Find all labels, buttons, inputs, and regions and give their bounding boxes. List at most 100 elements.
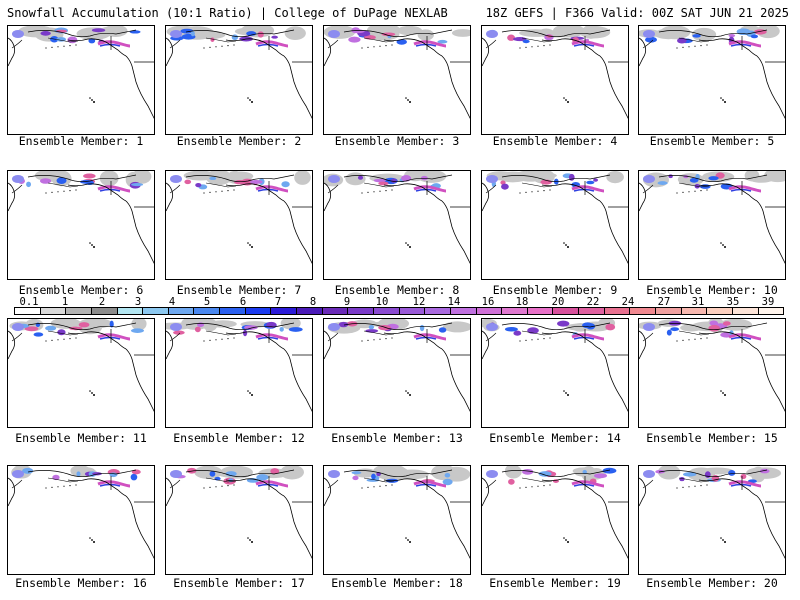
member-map [166,466,312,559]
colorbar-tick: 2 [98,296,106,308]
member-map [482,466,628,559]
colorbar-swatch [604,308,631,314]
member-label: Ensemble Member: 20 [646,576,778,590]
chart-title: Snowfall Accumulation (10:1 Ratio) | Col… [7,6,448,20]
member-map [8,26,154,119]
colorbar-tick: 6 [239,296,247,308]
member-panel [323,465,471,575]
member-panel [165,25,313,135]
colorbar-tick: 9 [343,296,351,308]
colorbar-swatch [656,308,682,314]
colorbar-swatch [450,308,477,314]
colorbar-tick: 31 [691,296,705,308]
member-map [639,319,785,412]
colorbar-tick: 20 [551,296,565,308]
colorbar-tick: 14 [447,296,461,308]
colorbar-tick: 12 [412,296,426,308]
member-label: Ensemble Member: 14 [489,431,621,445]
member-label: Ensemble Member: 4 [492,134,618,148]
member-panel [638,465,786,575]
colorbar-swatch [66,308,92,314]
colorbar-tick: 16 [481,296,495,308]
snowfall-colorbar [14,307,784,315]
member-label: Ensemble Member: 10 [646,283,778,297]
member-map [166,26,312,119]
member-panel [7,318,155,428]
colorbar-swatch [579,308,605,314]
member-label: Ensemble Member: 12 [173,431,305,445]
colorbar-tick: 10 [375,296,389,308]
colorbar-tick: 35 [726,296,740,308]
member-label: Ensemble Member: 19 [489,576,621,590]
member-panel [165,170,313,280]
member-map [482,26,628,119]
colorbar-tick: 3 [134,296,142,308]
member-label: Ensemble Member: 5 [649,134,775,148]
member-map [324,319,470,412]
colorbar-swatch [91,308,118,314]
colorbar-swatch [15,308,41,314]
colorbar-swatch [168,308,195,314]
member-map [8,171,154,264]
member-panel [323,170,471,280]
member-label: Ensemble Member: 8 [334,283,460,297]
colorbar-tick: 4 [168,296,176,308]
colorbar-tick: 8 [309,296,317,308]
colorbar-tick: 18 [515,296,529,308]
member-panel [7,465,155,575]
member-panel [638,170,786,280]
colorbar-swatch [373,308,400,314]
colorbar-tick: 39 [761,296,775,308]
member-map [8,319,154,412]
member-label: Ensemble Member: 11 [15,431,147,445]
member-panel [323,318,471,428]
colorbar-swatch [681,308,708,314]
colorbar-swatch [630,308,657,314]
member-panel [638,318,786,428]
member-map [324,26,470,119]
colorbar-swatch [527,308,554,314]
member-label: Ensemble Member: 7 [176,283,302,297]
colorbar-tick: 22 [586,296,600,308]
member-panel [638,25,786,135]
colorbar-tick: 27 [657,296,671,308]
colorbar-swatch [40,308,67,314]
member-panel [165,465,313,575]
colorbar-tick: 24 [621,296,635,308]
colorbar-swatch [758,308,784,314]
colorbar-swatch [271,308,298,314]
member-panel [323,25,471,135]
colorbar-swatch [220,308,246,314]
member-panel [7,170,155,280]
colorbar-swatch [399,308,426,314]
colorbar-swatch [348,308,374,314]
member-label: Ensemble Member: 18 [331,576,463,590]
member-panel [481,465,629,575]
member-panel [481,25,629,135]
member-map [639,26,785,119]
member-label: Ensemble Member: 16 [15,576,147,590]
member-map [639,466,785,559]
member-label: Ensemble Member: 13 [331,431,463,445]
colorbar-swatch [425,308,451,314]
colorbar-swatch [143,308,169,314]
colorbar-tick: 0.1 [19,296,39,308]
colorbar-swatch [553,308,580,314]
colorbar-swatch [194,308,221,314]
member-label: Ensemble Member: 1 [18,134,144,148]
member-label: Ensemble Member: 9 [492,283,618,297]
member-panel [481,318,629,428]
member-panel [481,170,629,280]
colorbar-swatch [707,308,733,314]
member-map [482,171,628,264]
colorbar-swatch [297,308,323,314]
colorbar-swatch [732,308,759,314]
member-map [166,171,312,264]
member-label: Ensemble Member: 2 [176,134,302,148]
colorbar-swatch [502,308,528,314]
member-label: Ensemble Member: 6 [18,283,144,297]
colorbar-tick: 5 [203,296,211,308]
colorbar-swatch [245,308,272,314]
member-map [639,171,785,264]
member-map [324,171,470,264]
